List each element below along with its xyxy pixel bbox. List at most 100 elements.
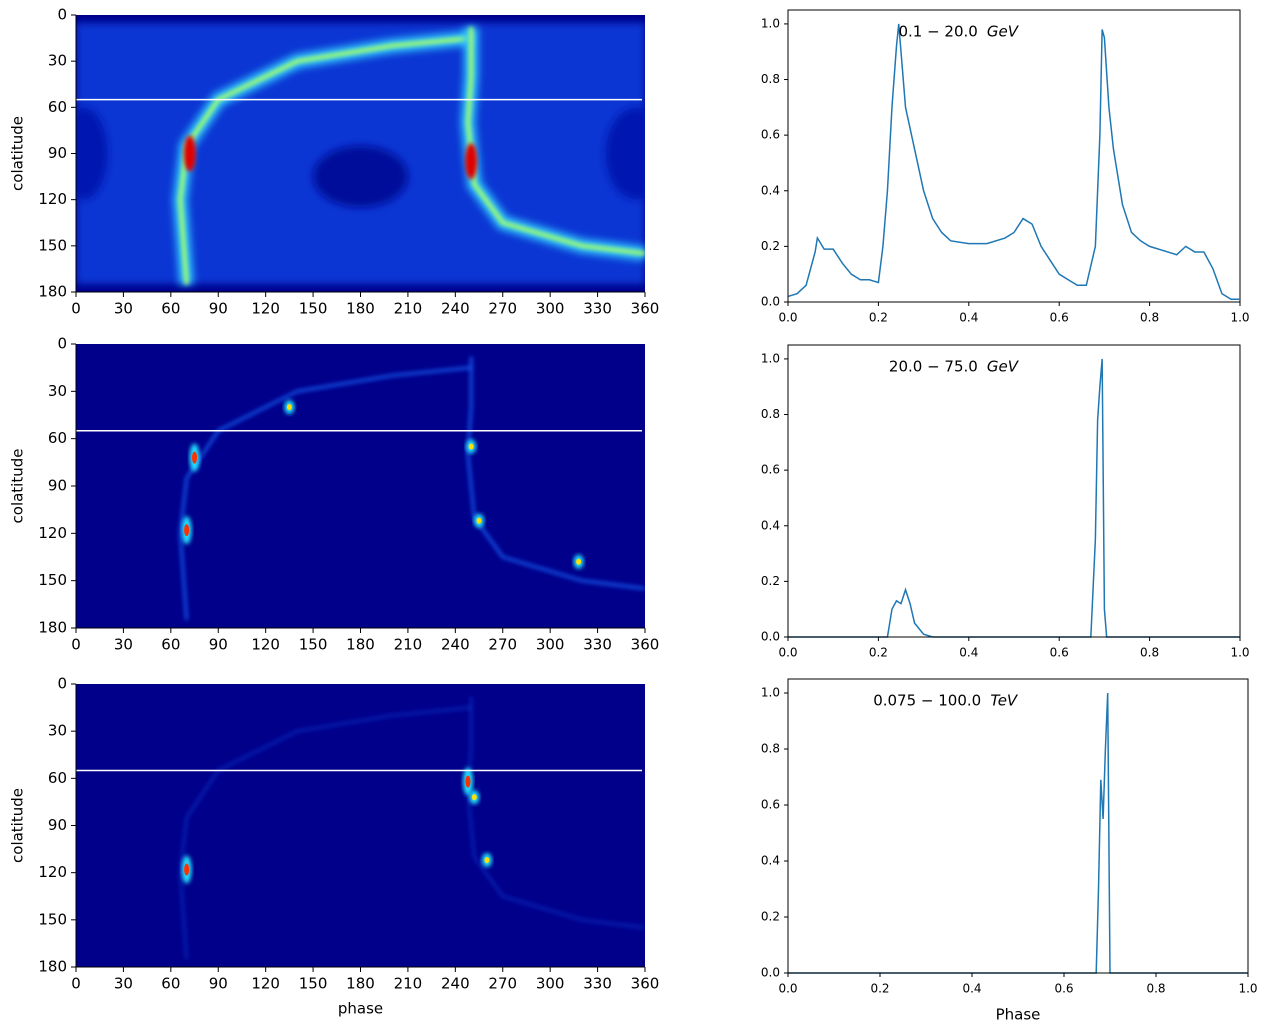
y-tick-label: 0.6 <box>761 128 780 142</box>
y-tick-label: 1.0 <box>761 686 780 700</box>
heatmap-panel: 0 30 60 90 120 150 180 210 240 270 300 330 360 0 30 60 9… <box>9 335 660 654</box>
x-tick-label: 210 <box>394 636 423 654</box>
heatmap-ridge <box>465 27 645 256</box>
y-tick-label: 90 <box>48 144 67 162</box>
x-tick-label: 240 <box>441 300 470 318</box>
y-axis-label: colatitude <box>9 788 27 863</box>
y-tick-label: 0.8 <box>761 72 780 86</box>
x-tick-label: 0.2 <box>870 982 889 996</box>
y-tick-label: 0.8 <box>761 742 780 756</box>
annotation-unit: GeV <box>987 23 1020 41</box>
y-tick-label: 150 <box>38 910 67 928</box>
x-tick-label: 330 <box>583 300 612 318</box>
x-tick-label: 0.2 <box>869 311 888 325</box>
x-axis-label: Phase <box>996 1006 1041 1024</box>
y-tick-label: 120 <box>38 190 67 208</box>
y-tick-label: 90 <box>48 816 67 834</box>
annotation: 0.075 − 100.0 <box>873 692 981 710</box>
x-tick-label: 1.0 <box>1230 311 1249 325</box>
heatmap-hotspot <box>465 775 471 788</box>
x-tick-label: 0.0 <box>778 646 797 660</box>
x-tick-label: 0.0 <box>778 982 797 996</box>
y-tick-label: 180 <box>38 619 67 637</box>
heatmap-hotspot <box>184 863 190 876</box>
x-tick-label: 0.6 <box>1054 982 1073 996</box>
heatmap-panel: 0 30 60 90 120 150 180 210 240 270 300 330 360 0 30 60 9… <box>9 675 660 1018</box>
x-tick-label: 90 <box>209 300 228 318</box>
plot-area <box>787 344 1241 638</box>
annotation-unit: GeV <box>987 358 1020 376</box>
y-tick-label: 60 <box>48 769 67 787</box>
x-tick-label: 1.0 <box>1230 646 1249 660</box>
x-tick-label: 0 <box>71 975 81 993</box>
y-tick-label: 30 <box>48 722 67 740</box>
x-tick-label: 0.4 <box>962 982 981 996</box>
heatmap-background <box>76 684 645 967</box>
annotation-unit: TeV <box>990 692 1019 710</box>
x-tick-label: 0.6 <box>1050 311 1069 325</box>
y-axis-label: colatitude <box>9 116 27 191</box>
y-tick-label: 30 <box>48 52 67 70</box>
x-axis-label: phase <box>338 1000 383 1018</box>
y-tick-label: 0.0 <box>761 966 780 980</box>
y-tick-label: 0.4 <box>761 854 780 868</box>
y-tick-label: 0.6 <box>761 798 780 812</box>
heatmap-ridge <box>466 356 645 591</box>
x-tick-label: 270 <box>488 975 517 993</box>
y-tick-label: 0.2 <box>761 574 780 588</box>
heatmap-background <box>76 344 645 628</box>
y-tick-label: 0.6 <box>761 463 780 477</box>
y-tick-label: 0.0 <box>761 295 780 309</box>
x-tick-label: 300 <box>536 636 565 654</box>
heatmap-hotspot <box>192 451 198 464</box>
x-tick-label: 60 <box>161 975 180 993</box>
x-tick-label: 150 <box>299 975 328 993</box>
x-tick-label: 360 <box>631 636 660 654</box>
x-tick-label: 0.8 <box>1140 311 1159 325</box>
heatmap-hole <box>605 107 645 200</box>
y-axis-label: colatitude <box>9 449 27 524</box>
x-tick-label: 0.8 <box>1140 646 1159 660</box>
heatmap-hotspot <box>471 794 477 801</box>
heatmap-hotspot <box>476 517 482 524</box>
heatmap-hotspot <box>576 558 582 565</box>
heatmap-hotspot <box>468 443 474 450</box>
y-tick-label: 180 <box>38 958 67 976</box>
line-panel: 0.075 − 100.0 TeV 0.0 0.2 0.4 0.6 0.8 1.0 0.0 0.2… <box>761 678 1258 1024</box>
x-tick-label: 210 <box>394 975 423 993</box>
x-tick-label: 90 <box>209 636 228 654</box>
x-tick-label: 360 <box>631 975 660 993</box>
x-tick-label: 330 <box>583 975 612 993</box>
heatmap-hotspot <box>484 857 490 864</box>
line-series <box>787 23 1240 300</box>
heatmap-hotspot <box>183 135 196 172</box>
x-tick-label: 0.8 <box>1146 982 1165 996</box>
x-tick-label: 330 <box>583 636 612 654</box>
heatmap-hole <box>313 145 408 208</box>
heatmap-ridge <box>466 696 645 930</box>
x-tick-label: 270 <box>488 300 517 318</box>
heatmap-hotspot <box>286 404 292 411</box>
y-tick-label: 0.4 <box>761 518 780 532</box>
x-tick-label: 0.6 <box>1050 646 1069 660</box>
y-tick-label: 120 <box>38 524 67 542</box>
x-tick-label: 0 <box>71 636 81 654</box>
y-tick-label: 0.0 <box>761 630 780 644</box>
x-tick-label: 180 <box>346 975 375 993</box>
y-tick-label: 30 <box>48 382 67 400</box>
y-tick-label: 0.2 <box>761 910 780 924</box>
heatmap-hotspot <box>184 524 190 537</box>
x-tick-label: 300 <box>536 975 565 993</box>
x-tick-label: 120 <box>251 975 280 993</box>
y-tick-label: 0 <box>57 335 67 353</box>
heatmap-hotspot <box>465 143 478 180</box>
heatmap-panel: 0 30 60 90 120 150 180 210 240 270 300 330 360 0 30 60 9… <box>9 6 660 318</box>
x-tick-label: 210 <box>394 300 423 318</box>
x-tick-label: 30 <box>114 975 133 993</box>
y-tick-label: 150 <box>38 571 67 589</box>
x-tick-label: 120 <box>251 636 280 654</box>
y-tick-label: 90 <box>48 477 67 495</box>
annotation: 20.0 − 75.0 <box>889 358 978 376</box>
x-tick-label: 0 <box>71 300 81 318</box>
